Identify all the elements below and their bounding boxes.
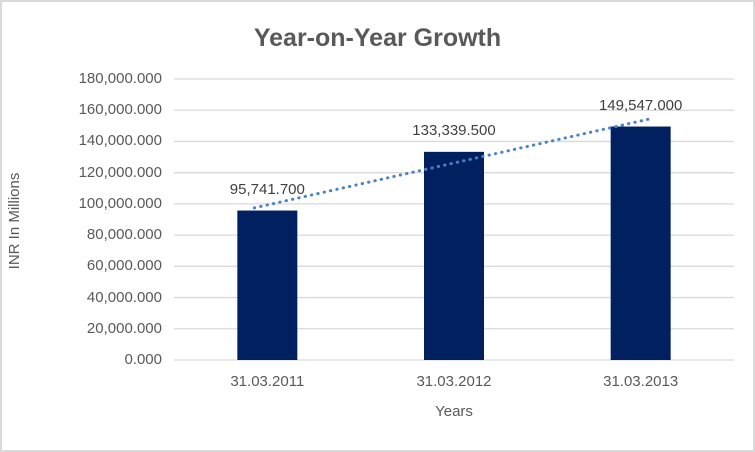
y-tick-label: 100,000.000: [78, 194, 162, 212]
y-tick-label: 160,000.000: [78, 101, 162, 119]
y-tick-label: 20,000.000: [86, 319, 162, 337]
y-tick-label: 120,000.000: [78, 163, 162, 181]
x-axis-title: Years: [435, 403, 473, 420]
y-tick-label: 180,000.000: [78, 70, 162, 87]
y-tick-label: 60,000.000: [86, 257, 162, 275]
y-tick-label: 140,000.000: [78, 132, 162, 150]
data-label: 133,339.500: [412, 121, 496, 139]
data-label: 149,547.000: [598, 96, 683, 114]
x-tick-label: 31.03.2011: [230, 373, 305, 390]
bar-31.03.2013: [610, 126, 671, 360]
trendline: [252, 117, 653, 210]
x-tick-label: 31.03.2012: [416, 373, 492, 390]
bar-31.03.2012: [424, 151, 484, 360]
chart-title: Year-on-Year Growth: [253, 24, 502, 52]
x-tick-label: 31.03.2013: [603, 373, 679, 390]
bar-31.03.2011: [237, 210, 298, 360]
y-tick-label: 40,000.000: [86, 288, 162, 306]
y-tick-label: 0.000: [124, 351, 162, 368]
y-tick-label: 80,000.000: [86, 226, 162, 244]
data-label: 95,741.700: [229, 180, 305, 198]
